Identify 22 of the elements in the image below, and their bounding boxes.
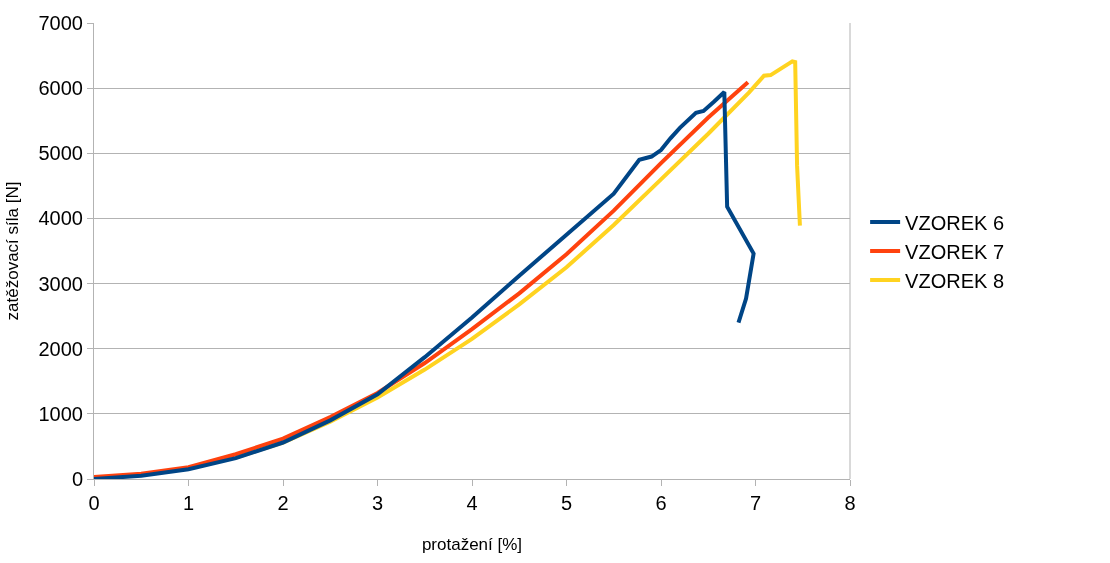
legend-label: VZOREK 6 [905, 211, 1005, 234]
y-tick-label: 0 [71, 468, 83, 490]
x-tick-label: 7 [749, 492, 762, 514]
x-tick-label: 2 [277, 492, 289, 514]
x-axis-title: protažení [%] [421, 535, 523, 555]
x-tick-label: 0 [88, 492, 100, 514]
y-axis-title: zatěžovací síla [N] [3, 181, 23, 321]
y-tick-label: 7000 [38, 12, 83, 34]
x-tick-label: 3 [371, 492, 384, 514]
y-tick-label: 3000 [38, 272, 83, 295]
x-tick-label: 8 [844, 492, 856, 514]
legend-label: VZOREK 7 [905, 240, 1005, 263]
x-tick-label: 4 [466, 492, 478, 514]
x-tick-label: 5 [560, 492, 573, 514]
x-tick-label: 1 [182, 492, 195, 514]
y-tick-label: 2000 [38, 337, 83, 360]
y-tick-label: 4000 [38, 207, 83, 230]
y-tick-label: 6000 [38, 77, 83, 100]
y-tick-label: 5000 [38, 142, 83, 165]
legend-label: VZOREK 8 [905, 269, 1005, 292]
y-tick-label: 1000 [38, 402, 83, 425]
x-tick-label: 6 [655, 492, 667, 514]
